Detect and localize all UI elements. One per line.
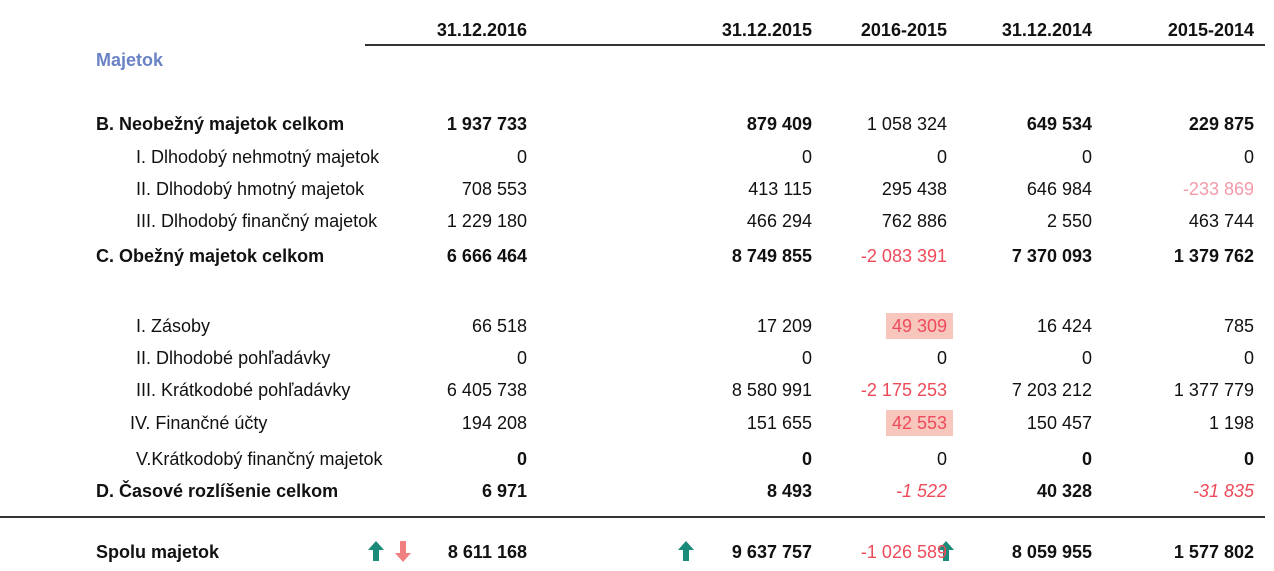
cell-value: 0	[1081, 147, 1092, 167]
column-header: 2016-2015	[860, 20, 947, 40]
cell-value: 151 655	[746, 413, 812, 433]
row-label: I. Dlhodobý nehmotný majetok	[136, 147, 380, 167]
cell-value: 229 875	[1188, 114, 1254, 134]
cell-value: -1 026 589	[860, 542, 947, 562]
cell-value: 708 553	[461, 179, 527, 199]
cell-value: 8 611 168	[447, 542, 527, 562]
section-title: Majetok	[96, 50, 164, 70]
cell-value: 466 294	[746, 211, 812, 231]
cell-value: 66 518	[471, 316, 527, 336]
cell-value: 0	[801, 449, 812, 469]
cell-value: 0	[801, 147, 812, 167]
cell-value: 0	[801, 348, 812, 368]
cell-value: 0	[936, 348, 947, 368]
cell-value: 0	[1243, 147, 1254, 167]
cell-value: 16 424	[1036, 316, 1092, 336]
row-label: B. Neobežný majetok celkom	[96, 114, 345, 134]
cell-value: 646 984	[1026, 179, 1092, 199]
cell-value: 463 744	[1188, 211, 1254, 231]
cell-value: 785	[1223, 316, 1254, 336]
cell-value: 1 198	[1208, 413, 1254, 433]
cell-value: 1 058 324	[866, 114, 947, 134]
cell-value: 42 553	[885, 410, 953, 436]
cell-value: 413 115	[748, 179, 812, 199]
cell-value: 194 208	[461, 413, 527, 433]
column-header: 31.12.2016	[436, 20, 527, 40]
row-label: D. Časové rozlíšenie celkom	[96, 481, 339, 501]
row-label: C. Obežný majetok celkom	[96, 246, 325, 266]
cell-value: 0	[1081, 449, 1092, 469]
cell-value: 49 309	[885, 313, 953, 339]
cell-value: 879 409	[746, 114, 812, 134]
cell-value: 0	[936, 449, 947, 469]
cell-value: 7 203 212	[1011, 380, 1092, 400]
cell-value: 7 370 093	[1011, 246, 1092, 266]
cell-value: 6 405 738	[446, 380, 527, 400]
cell-value: 1 377 779	[1173, 380, 1254, 400]
cell-value: 1 937 733	[446, 114, 527, 134]
arrow-up	[938, 541, 954, 561]
row-label: Spolu majetok	[96, 542, 220, 562]
column-header: 31.12.2014	[1001, 20, 1092, 40]
row-label: I. Zásoby	[136, 316, 211, 336]
cell-value: -31 835	[1192, 481, 1254, 501]
cell-value: 8 493	[766, 481, 812, 501]
cell-value: 17 209	[756, 316, 812, 336]
cell-value: -233 869	[1182, 179, 1254, 199]
cell-value: 0	[516, 449, 527, 469]
cell-value: 0	[516, 348, 527, 368]
cell-value: 762 886	[881, 211, 947, 231]
cell-value: 1 577 802	[1173, 542, 1254, 562]
cell-value: 8 580 991	[731, 380, 812, 400]
cell-value: 0	[936, 147, 947, 167]
row-label: II. Dlhodobé pohľadávky	[136, 348, 331, 368]
cell-value: 0	[1243, 348, 1254, 368]
cell-value: 2 550	[1046, 211, 1092, 231]
cell-value: -2 175 253	[860, 380, 947, 400]
cell-value: 649 534	[1026, 114, 1092, 134]
row-label: IV. Finančné účty	[130, 413, 268, 433]
total-rule	[0, 516, 1265, 518]
column-header: 31.12.2015	[721, 20, 812, 40]
row-label: V.Krátkodobý finančný majetok	[136, 449, 383, 469]
arrow-up	[368, 541, 384, 561]
row-label: III. Krátkodobé pohľadávky	[136, 380, 351, 400]
cell-value: 1 379 762	[1173, 246, 1254, 266]
row-label: III. Dlhodobý finančný majetok	[136, 211, 378, 231]
cell-value: -1 522	[895, 481, 947, 501]
cell-value: 0	[1081, 348, 1092, 368]
cell-value: 295 438	[881, 179, 947, 199]
arrow-down	[395, 541, 411, 562]
cell-value: 6 666 464	[446, 246, 527, 266]
cell-value: -2 083 391	[860, 246, 947, 266]
cell-value: 0	[1243, 449, 1254, 469]
cell-value: 6 971	[481, 481, 527, 501]
cell-value: 0	[516, 147, 527, 167]
cell-value: 150 457	[1026, 413, 1092, 433]
row-label: II. Dlhodobý hmotný majetok	[136, 179, 365, 199]
cell-value: 9 637 757	[731, 542, 812, 562]
cell-value: 1 229 180	[446, 211, 527, 231]
arrow-up	[678, 541, 694, 561]
cell-value: 40 328	[1036, 481, 1092, 501]
column-header: 2015-2014	[1167, 20, 1254, 40]
header-rule	[365, 44, 1265, 46]
cell-value: 8 059 955	[1011, 542, 1092, 562]
cell-value: 8 749 855	[731, 246, 812, 266]
